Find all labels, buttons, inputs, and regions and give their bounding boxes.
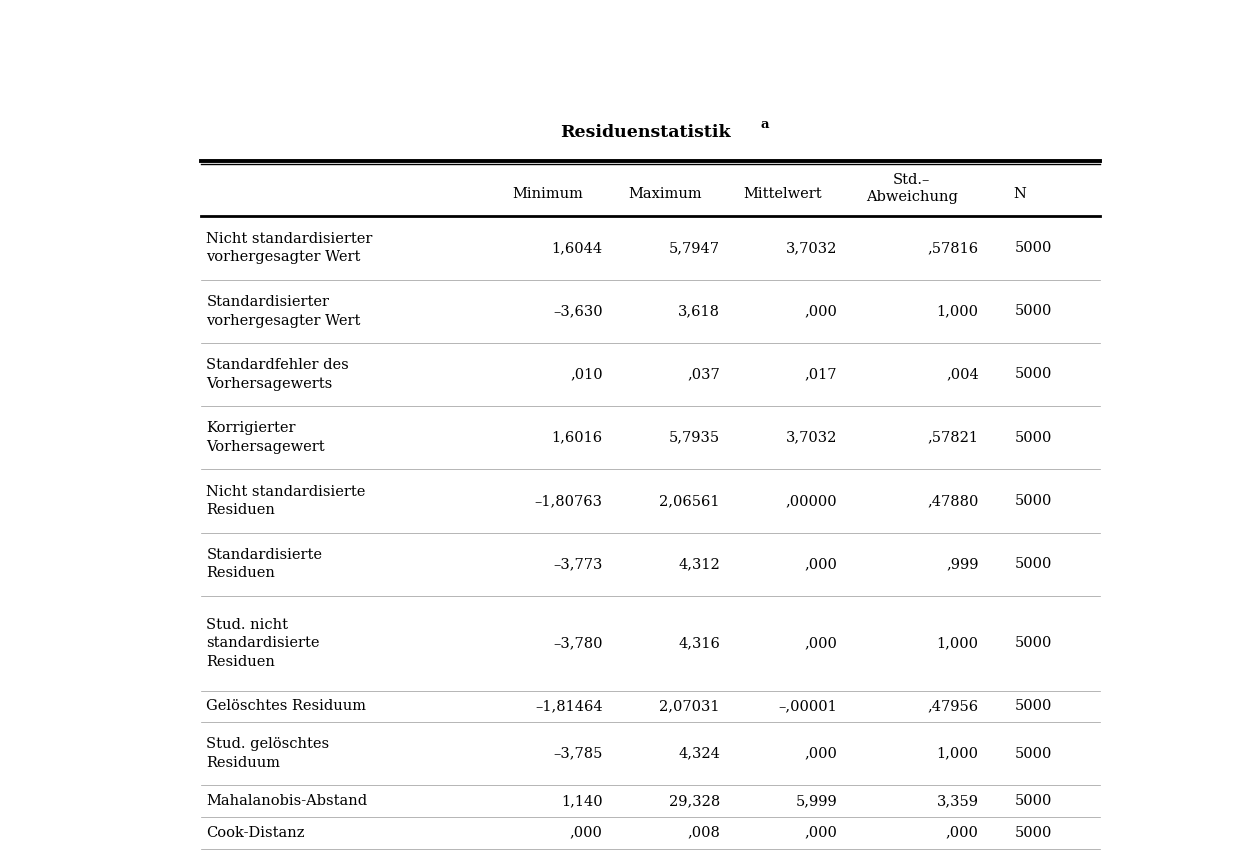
Text: ,017: ,017 [805, 368, 837, 381]
Text: Maximum: Maximum [629, 187, 702, 201]
Text: –3,785: –3,785 [553, 746, 602, 761]
Text: Stud. nicht: Stud. nicht [207, 617, 289, 632]
Text: ,00000: ,00000 [785, 494, 837, 508]
Text: ,000: ,000 [804, 746, 837, 761]
Text: –3,780: –3,780 [553, 636, 602, 650]
Text: standardisierte: standardisierte [207, 636, 320, 650]
Text: 5000: 5000 [1014, 494, 1052, 508]
Text: 1,000: 1,000 [936, 304, 979, 318]
Text: Standardfehler des: Standardfehler des [207, 358, 349, 372]
Text: 5000: 5000 [1014, 241, 1052, 255]
Text: Vorhersagewerts: Vorhersagewerts [207, 377, 333, 391]
Text: ,004: ,004 [946, 368, 979, 381]
Text: a: a [761, 118, 770, 131]
Text: 5000: 5000 [1014, 794, 1052, 808]
Text: ,999: ,999 [946, 557, 979, 571]
Text: 4,316: 4,316 [678, 636, 719, 650]
Text: 29,328: 29,328 [669, 794, 719, 808]
Text: ,47880: ,47880 [927, 494, 979, 508]
Text: –1,80763: –1,80763 [534, 494, 602, 508]
Text: N: N [1013, 187, 1026, 201]
Text: Korrigierter: Korrigierter [207, 422, 296, 435]
Text: ,000: ,000 [804, 304, 837, 318]
Text: 1,140: 1,140 [561, 794, 602, 808]
Text: Residuen: Residuen [207, 503, 275, 517]
Text: Mahalanobis-Abstand: Mahalanobis-Abstand [207, 794, 368, 808]
Text: Standardisierte: Standardisierte [207, 548, 323, 562]
Text: Nicht standardisierte: Nicht standardisierte [207, 485, 365, 498]
Text: 5000: 5000 [1014, 431, 1052, 445]
Text: Minimum: Minimum [513, 187, 583, 201]
Text: 1,000: 1,000 [936, 636, 979, 650]
Text: 2,06561: 2,06561 [659, 494, 719, 508]
Text: –,00001: –,00001 [779, 699, 837, 713]
Text: vorhergesagter Wert: vorhergesagter Wert [207, 314, 360, 327]
Text: 1,6044: 1,6044 [552, 241, 602, 255]
Text: 2,07031: 2,07031 [659, 699, 719, 713]
Text: vorhergesagter Wert: vorhergesagter Wert [207, 251, 360, 264]
Text: 5000: 5000 [1014, 304, 1052, 318]
Text: ,000: ,000 [804, 557, 837, 571]
Text: 1,000: 1,000 [936, 746, 979, 761]
Text: Abweichung: Abweichung [866, 191, 958, 204]
Text: Residuen: Residuen [207, 655, 275, 669]
Text: 5000: 5000 [1014, 636, 1052, 650]
Text: Nicht standardisierter: Nicht standardisierter [207, 232, 373, 246]
Text: 3,618: 3,618 [678, 304, 719, 318]
Text: Cook-Distanz: Cook-Distanz [207, 826, 305, 840]
Text: 5000: 5000 [1014, 557, 1052, 571]
Text: 4,324: 4,324 [678, 746, 719, 761]
Text: Vorhersagewert: Vorhersagewert [207, 440, 325, 454]
Text: 5000: 5000 [1014, 368, 1052, 381]
Text: –3,630: –3,630 [553, 304, 602, 318]
Text: Stud. gelöschtes: Stud. gelöschtes [207, 738, 329, 752]
Text: 5,7935: 5,7935 [669, 431, 719, 445]
Text: ,000: ,000 [570, 826, 602, 840]
Text: 5000: 5000 [1014, 699, 1052, 713]
Text: 5000: 5000 [1014, 746, 1052, 761]
Text: Gelöschtes Residuum: Gelöschtes Residuum [207, 699, 367, 713]
Text: 4,312: 4,312 [678, 557, 719, 571]
Text: 5,999: 5,999 [795, 794, 837, 808]
Text: 1,6016: 1,6016 [552, 431, 602, 445]
Text: Mittelwert: Mittelwert [743, 187, 822, 201]
Text: ,000: ,000 [804, 636, 837, 650]
Text: ,57821: ,57821 [927, 431, 979, 445]
Text: ,57816: ,57816 [927, 241, 979, 255]
Text: 5,7947: 5,7947 [669, 241, 719, 255]
Text: 3,7032: 3,7032 [786, 241, 837, 255]
Text: Standardisierter: Standardisierter [207, 295, 329, 309]
Text: Std.–: Std.– [893, 174, 931, 187]
Text: 5000: 5000 [1014, 826, 1052, 840]
Text: Residuenstatistik: Residuenstatistik [561, 124, 731, 141]
Text: 3,7032: 3,7032 [786, 431, 837, 445]
Text: Residuen: Residuen [207, 566, 275, 581]
Text: ,008: ,008 [687, 826, 719, 840]
Text: 3,359: 3,359 [936, 794, 979, 808]
Text: –1,81464: –1,81464 [536, 699, 602, 713]
Text: ,47956: ,47956 [927, 699, 979, 713]
Text: Residuum: Residuum [207, 756, 280, 770]
Text: ,000: ,000 [804, 826, 837, 840]
Text: –3,773: –3,773 [553, 557, 602, 571]
Text: ,010: ,010 [571, 368, 602, 381]
Text: ,000: ,000 [946, 826, 979, 840]
Text: ,037: ,037 [687, 368, 719, 381]
